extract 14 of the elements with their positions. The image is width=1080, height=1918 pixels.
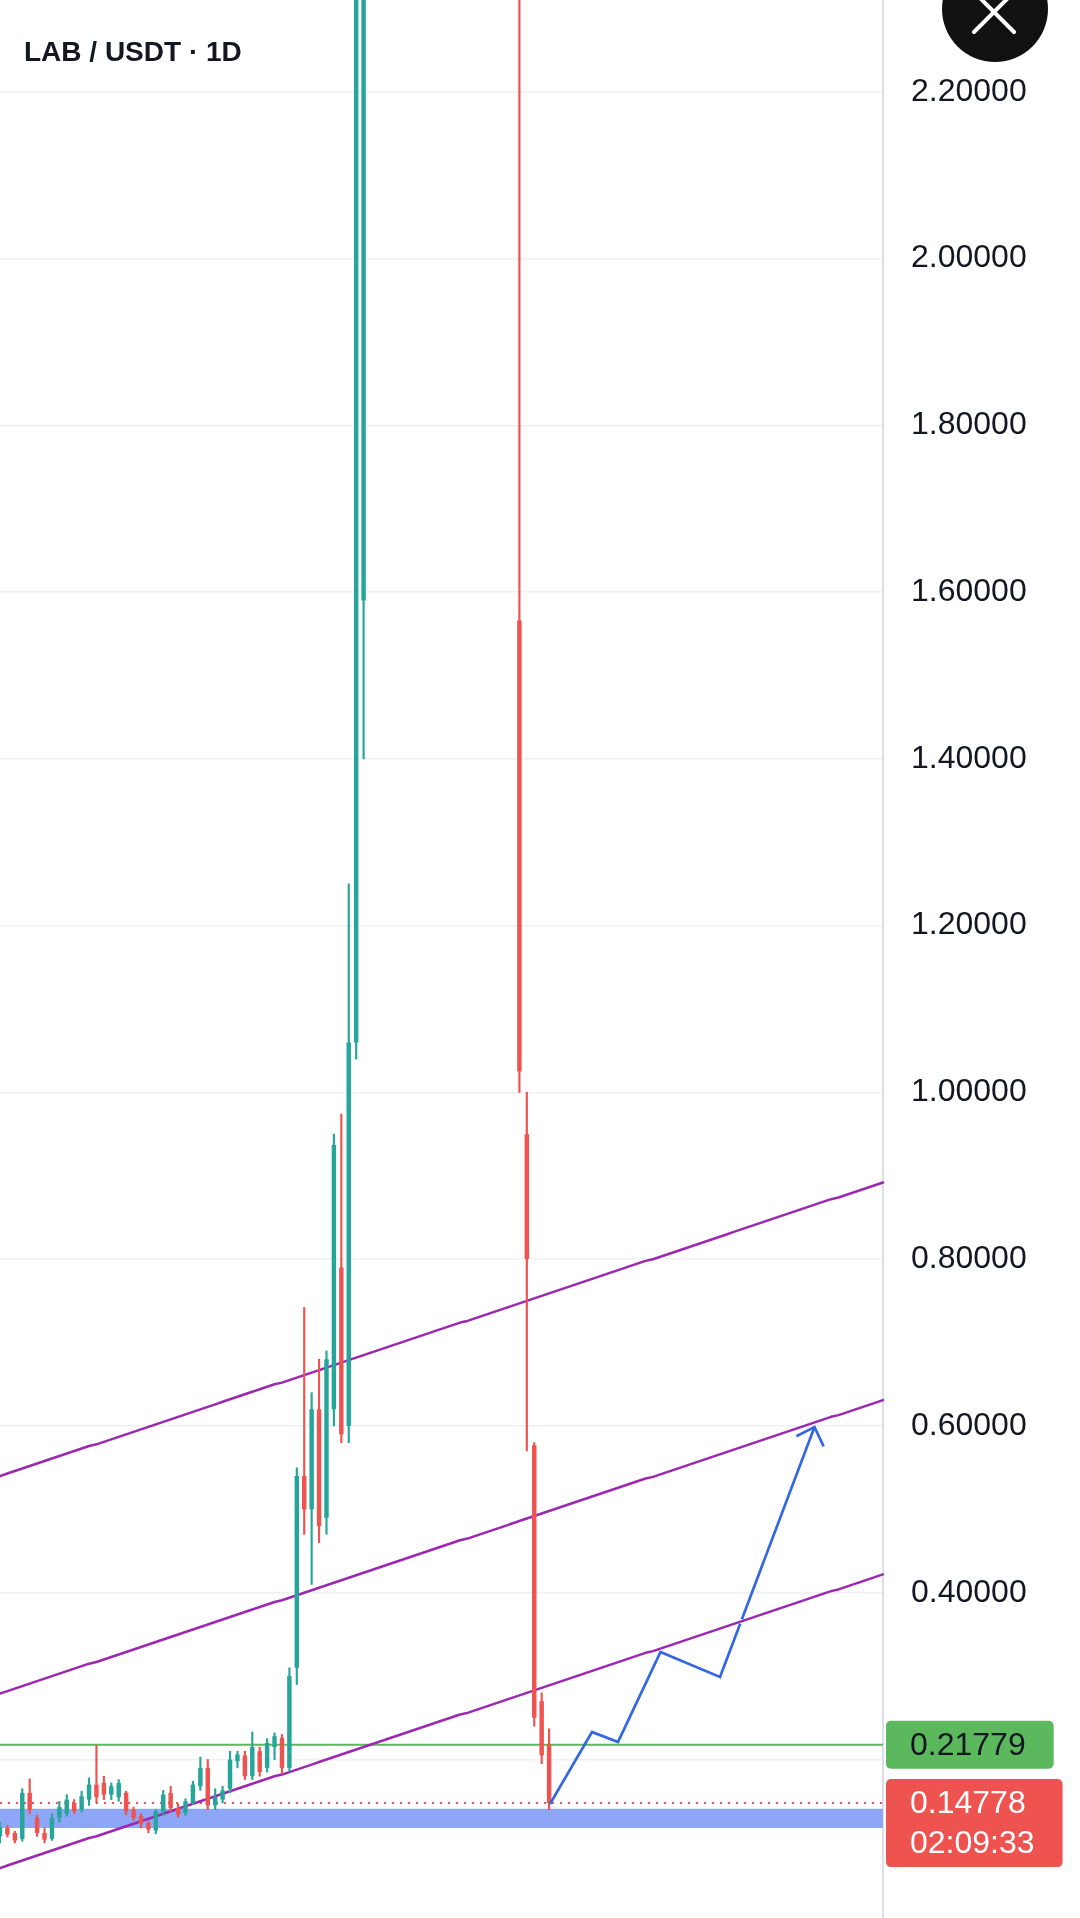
y-tick-label: 1.40000 xyxy=(911,738,1027,775)
y-tick-label: 0.60000 xyxy=(911,1405,1027,1442)
text: 02:09:33 xyxy=(910,1823,1035,1860)
y-tick-label: 1.00000 xyxy=(911,1072,1027,1109)
ref-line-label: 0.21779 xyxy=(910,1725,1026,1762)
y-tick-label: 1.80000 xyxy=(911,405,1027,442)
y-tick-label: 0.40000 xyxy=(911,1572,1027,1609)
y-tick-label: 2.20000 xyxy=(911,71,1027,108)
y-tick-label: 2.00000 xyxy=(911,238,1027,275)
y-tick-label: 1.20000 xyxy=(911,905,1027,942)
ref-line-label: 0.14778 xyxy=(910,1783,1026,1820)
y-tick-label: 0.80000 xyxy=(911,1239,1027,1276)
text: LAB / USDT · 1D xyxy=(24,36,242,67)
y-tick-label: 1.60000 xyxy=(911,571,1027,608)
